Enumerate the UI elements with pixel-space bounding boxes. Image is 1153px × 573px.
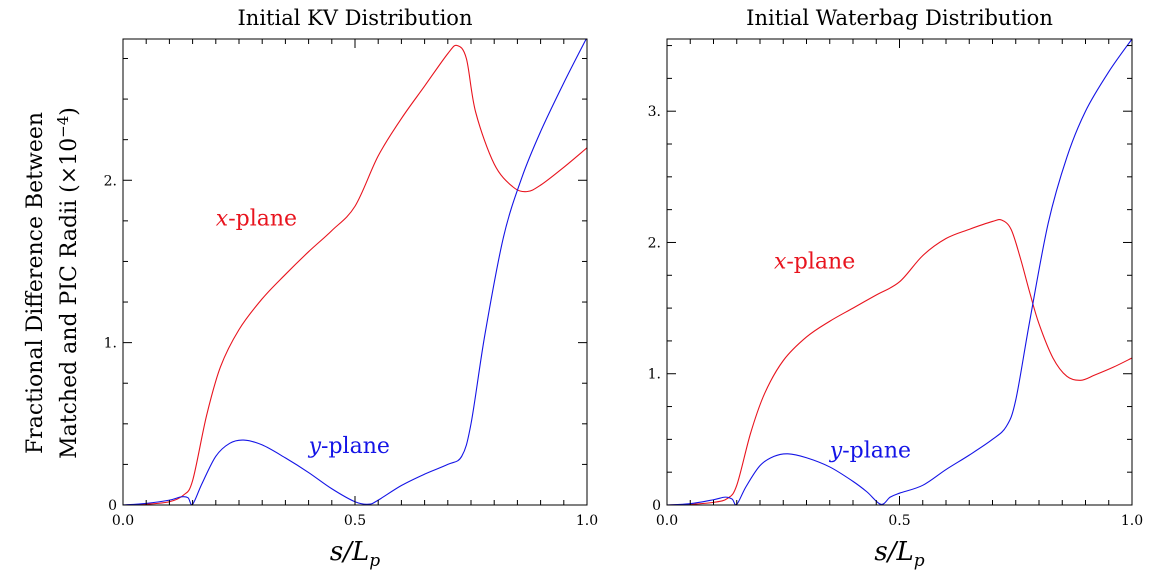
x-tick-label: 1.0 bbox=[1121, 513, 1143, 529]
x-axis-label: s/Lp bbox=[874, 537, 924, 571]
y-axis-label-close: ) bbox=[57, 107, 82, 116]
series-label-variable: y bbox=[308, 434, 322, 459]
series-label-variable: y bbox=[829, 439, 843, 464]
y-axis-label: Fractional Difference Between Matched an… bbox=[23, 107, 82, 459]
y-axis-label-main: Matched and PIC Radii (×10 bbox=[57, 138, 82, 459]
y-axis-label-exponent: −4 bbox=[54, 116, 72, 138]
chart-title: Initial KV Distribution bbox=[238, 6, 473, 30]
y-tick-label: 0 bbox=[108, 498, 117, 514]
y-tick-label: 0 bbox=[652, 498, 661, 514]
kv-distribution-panel: Initial KV Distributionx-planey-plane0.0… bbox=[104, 6, 598, 571]
y-axis-label-line-1: Fractional Difference Between bbox=[23, 112, 48, 454]
x-axis-label-main: s/L bbox=[874, 537, 913, 567]
series-label-suffix: -plane bbox=[842, 439, 911, 464]
x-tick-label: 1.0 bbox=[576, 513, 598, 529]
y-tick-label: 3. bbox=[648, 104, 661, 120]
series-label-y-plane: y-plane bbox=[829, 439, 911, 464]
x-axis-label-subscript: p bbox=[369, 551, 380, 571]
y-tick-label: 1. bbox=[104, 336, 117, 352]
series-label-suffix: -plane bbox=[786, 250, 855, 275]
y-tick-label: 2. bbox=[104, 173, 117, 189]
plot-frame bbox=[666, 38, 1133, 506]
x-tick-label: 0.5 bbox=[888, 513, 910, 529]
series-label-x-plane: x-plane bbox=[774, 250, 855, 275]
series-line-y-plane bbox=[123, 39, 587, 505]
series-label-variable: x bbox=[774, 250, 787, 275]
chart-title: Initial Waterbag Distribution bbox=[746, 6, 1053, 30]
series-label-x-plane: x-plane bbox=[216, 207, 297, 232]
y-tick-label: 2. bbox=[648, 235, 661, 251]
x-axis-label-main: s/L bbox=[330, 537, 369, 567]
y-axis-label-line-2: Matched and PIC Radii (×10−4) bbox=[54, 107, 82, 459]
series-label-suffix: -plane bbox=[321, 434, 390, 459]
series-line-x-plane bbox=[667, 219, 1132, 505]
x-tick-label: 0.0 bbox=[656, 513, 678, 529]
waterbag-distribution-panel: Initial Waterbag Distributionx-planey-pl… bbox=[648, 6, 1143, 571]
series-label-suffix: -plane bbox=[228, 207, 297, 232]
x-tick-label: 0.0 bbox=[112, 513, 134, 529]
x-tick-label: 0.5 bbox=[344, 513, 366, 529]
x-axis-label-subscript: p bbox=[914, 551, 925, 571]
y-tick-label: 1. bbox=[648, 367, 661, 383]
x-axis-label: s/Lp bbox=[330, 537, 380, 571]
series-line-y-plane bbox=[667, 39, 1132, 505]
series-line-x-plane bbox=[123, 44, 587, 505]
series-label-y-plane: y-plane bbox=[308, 434, 390, 459]
series-label-variable: x bbox=[216, 207, 229, 232]
